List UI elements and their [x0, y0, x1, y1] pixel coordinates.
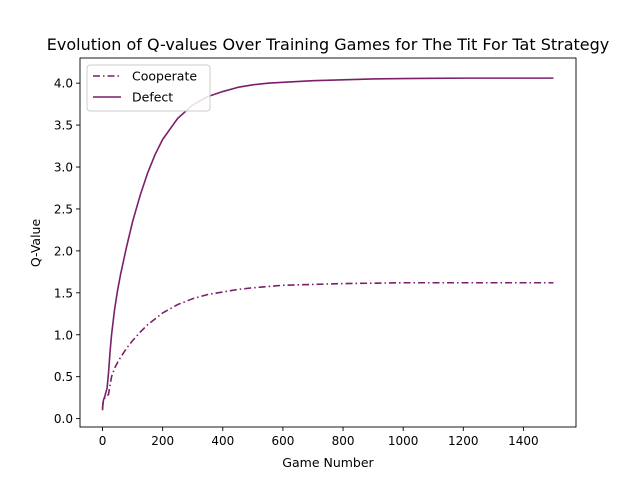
series-line-cooperate	[101, 281, 554, 409]
x-axis-label: Game Number	[282, 455, 374, 470]
legend-label-cooperate: Cooperate	[132, 69, 197, 84]
plot-area	[101, 77, 554, 411]
y-tick-label: 0.0	[54, 412, 73, 426]
chart-title: Evolution of Q-values Over Training Game…	[47, 35, 610, 54]
x-tick-label: 800	[332, 434, 355, 448]
x-tick-label: 200	[151, 434, 174, 448]
series-line-defect	[101, 77, 554, 411]
y-tick-label: 3.5	[54, 119, 73, 133]
y-tick-label: 4.0	[54, 77, 73, 91]
axes-frame	[79, 57, 577, 428]
x-tick-label: 1200	[448, 434, 479, 448]
y-tick-label: 1.0	[54, 328, 73, 342]
legend: Cooperate Defect	[86, 64, 211, 112]
y-tick-label: 0.5	[54, 370, 73, 384]
x-tick-label: 600	[271, 434, 294, 448]
legend-label-defect: Defect	[132, 90, 173, 105]
x-tick-label: 0	[99, 434, 107, 448]
y-tick-label: 3.0	[54, 161, 73, 175]
x-tick-label: 1000	[388, 434, 419, 448]
axes: 0 200 400 600 800 1000 1200 1400 0.0 0.5 1.0 1.5 2.0…	[54, 57, 577, 448]
y-tick-label: 1.5	[54, 286, 73, 300]
y-tick-label: 2.0	[54, 244, 73, 258]
y-tick-label: 2.5	[54, 202, 73, 216]
x-tick-label: 400	[211, 434, 234, 448]
x-tick-label: 1400	[508, 434, 539, 448]
y-axis-label: Q-Value	[28, 219, 43, 268]
